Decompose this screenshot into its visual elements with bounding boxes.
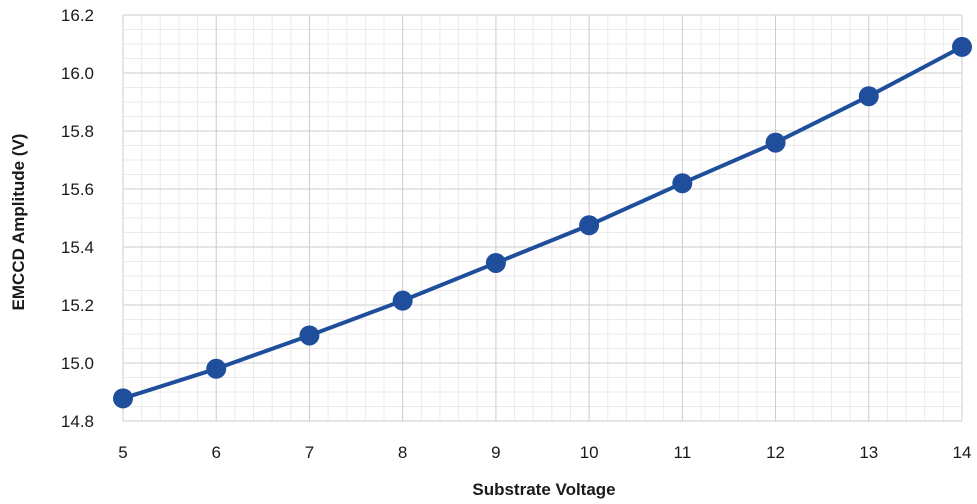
data-point [858, 86, 879, 107]
x-tick-label: 6 [211, 443, 220, 462]
series-layer [113, 36, 972, 409]
x-tick-label: 12 [766, 443, 785, 462]
data-point [672, 173, 693, 194]
data-point [485, 252, 506, 273]
y-tick-label: 14.8 [61, 412, 94, 431]
x-tick-label: 8 [398, 443, 407, 462]
x-axis-title: Substrate Voltage [472, 480, 615, 499]
x-tick-label: 14 [953, 443, 972, 462]
minor-grid [123, 15, 962, 421]
y-tick-label: 15.6 [61, 180, 94, 199]
x-tick-label: 7 [305, 443, 314, 462]
y-tick-label: 15.0 [61, 354, 94, 373]
y-tick-label: 15.4 [61, 238, 94, 257]
data-point [765, 132, 786, 153]
data-point [952, 36, 972, 57]
x-tick-label: 5 [118, 443, 127, 462]
y-tick-label: 15.2 [61, 296, 94, 315]
x-tick-label: 11 [674, 443, 692, 462]
data-point [206, 358, 227, 379]
y-tick-label: 16.0 [61, 64, 94, 83]
data-point [299, 325, 320, 346]
y-tick-label: 16.2 [61, 6, 94, 25]
y-tick-label: 15.8 [61, 122, 94, 141]
x-tick-label: 9 [491, 443, 500, 462]
x-axis-ticks: 5 6 7 8 9 10 11 12 13 14 [118, 443, 971, 462]
data-point [392, 290, 413, 311]
y-axis-title: EMCCD Amplitude (V) [9, 134, 28, 311]
y-axis-ticks: 14.8 15.0 15.2 15.4 15.6 15.8 16.0 16.2 [61, 6, 94, 431]
major-grid [122, 14, 963, 422]
data-point [579, 215, 600, 236]
series-line [121, 44, 964, 401]
x-tick-label: 10 [580, 443, 599, 462]
data-point [113, 388, 133, 409]
x-tick-label: 13 [859, 443, 878, 462]
